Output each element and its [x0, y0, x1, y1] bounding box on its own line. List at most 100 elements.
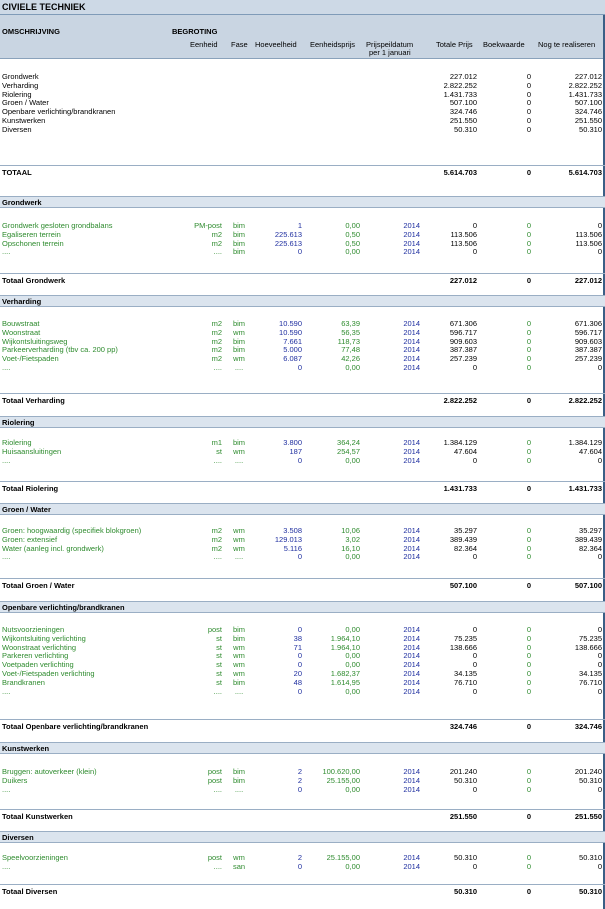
item-eenheidsprijs: 364,24	[337, 438, 360, 447]
item-fase: bim	[232, 767, 246, 776]
item-description: Huisaansluitingen	[2, 446, 62, 456]
item-boekwaarde: 0	[526, 552, 531, 562]
item-totale-prijs: 35.297	[454, 526, 477, 535]
summary-row: Diversen 50.310 0 50.310	[0, 125, 605, 134]
item-boekwaarde: 0	[526, 327, 531, 337]
item-description: Grondwerk gesloten grondbalans	[2, 221, 113, 230]
item-prijspeildatum: 2014	[403, 633, 420, 643]
item-totale-prijs: 0	[472, 651, 477, 661]
sheet-title: CIVIELE TECHNIEK	[0, 0, 605, 15]
section-total-label: Totaal Kunstwerken	[2, 812, 73, 821]
summary-total: 507.100	[449, 98, 477, 108]
table-row: ............ 0 0,00 2014 0 0 0	[0, 456, 605, 465]
item-prijspeildatum: 2014	[403, 686, 420, 696]
item-hoeveelheid: 0	[297, 363, 302, 372]
item-eenheid: ....	[213, 363, 222, 372]
item-eenheid: m2	[211, 336, 222, 346]
item-nog-te-realiseren: 1.384.129	[568, 438, 602, 447]
item-nog-te-realiseren: 0	[597, 221, 602, 230]
header-boekwaarde: Boekwaarde	[483, 40, 525, 49]
section-total-boekwaarde: 0	[526, 276, 531, 285]
item-nog-te-realiseren: 113.506	[575, 238, 602, 248]
item-description: ....	[2, 363, 11, 372]
item-fase: bim	[232, 319, 246, 328]
table-row: Voet-/Fietspaden m2 wm 6.087 42,26 2014 257.23…	[0, 354, 605, 363]
item-description: Woonstraat	[2, 327, 41, 337]
section-total-nog-te-realiseren: 227.012	[574, 276, 602, 285]
item-nog-te-realiseren: 0	[597, 247, 602, 257]
item-fase: bim	[232, 677, 246, 687]
table-row: Egaliseren terrein m2 bim 225.613 0,50 2014 11…	[0, 230, 605, 239]
table-row: Wijkontsluitingsweg m2 bim 7.661 118,73 2014 9…	[0, 337, 605, 346]
section-total-label: Totaal Verharding	[2, 396, 65, 405]
item-eenheidsprijs: 10,06	[341, 526, 360, 535]
item-description: Parkeren verlichting	[2, 651, 69, 661]
section-total-row: Totaal Openbare verlichting/brandkranen 3…	[0, 719, 605, 733]
summary-row: Kunstwerken 251.550 0 251.550	[0, 116, 605, 125]
summary-total: 251.550	[449, 116, 477, 125]
item-prijspeildatum: 2014	[403, 446, 420, 456]
section-total-boekwaarde: 0	[526, 484, 531, 493]
item-eenheid: st	[216, 446, 222, 456]
item-nog-te-realiseren: 0	[597, 660, 602, 670]
item-totale-prijs: 0	[472, 686, 477, 696]
item-totale-prijs: 75.235	[454, 633, 477, 643]
table-row: Parkeren verlichting st wm 0 0,00 2014 0 0 0	[0, 651, 605, 660]
item-totale-prijs: 0	[472, 247, 477, 257]
item-boekwaarde: 0	[526, 669, 531, 678]
table-row: Opschonen terrein m2 bim 225.613 0,50 2014 113…	[0, 239, 605, 248]
summary-nog-te-realiseren: 2.822.252	[568, 80, 602, 90]
item-eenheidsprijs: 0,00	[345, 455, 360, 465]
item-eenheidsprijs: 42,26	[341, 354, 360, 364]
item-description: Egaliseren terrein	[2, 229, 61, 239]
summary-name: Grondwerk	[2, 72, 39, 81]
item-description: Wijkontsluiting verlichting	[2, 633, 86, 643]
item-fase: ....	[234, 455, 244, 465]
item-boekwaarde: 0	[526, 238, 531, 248]
item-hoeveelheid: 48	[293, 677, 302, 687]
item-prijspeildatum: 2014	[403, 543, 420, 553]
item-hoeveelheid: 10.590	[279, 319, 302, 328]
item-nog-te-realiseren: 50.310	[579, 853, 602, 862]
item-nog-te-realiseren: 387.387	[574, 345, 602, 355]
section-total-nog-te-realiseren: 251.550	[574, 812, 602, 821]
summary-row: Groen / Water 507.100 0 507.100	[0, 98, 605, 107]
item-prijspeildatum: 2014	[403, 660, 420, 670]
item-prijspeildatum: 2014	[403, 534, 420, 544]
table-row: ............ 0 0,00 2014 0 0 0	[0, 785, 605, 794]
item-boekwaarde: 0	[526, 221, 531, 230]
item-eenheidsprijs: 1.614,95	[330, 677, 360, 687]
item-totale-prijs: 596.717	[449, 327, 477, 337]
item-hoeveelheid: 0	[297, 784, 302, 794]
item-description: Woonstraat verlichting	[2, 642, 77, 652]
item-eenheid: st	[216, 642, 222, 652]
item-hoeveelheid: 0	[297, 625, 302, 634]
section-total: 50.310	[454, 887, 477, 896]
item-boekwaarde: 0	[526, 784, 531, 794]
section-header: Kunstwerken	[0, 742, 605, 754]
item-fase: wm	[233, 642, 245, 652]
column-header: OMSCHRIJVING BEGROTING Eenheid Fase Hoev…	[0, 15, 605, 59]
item-nog-te-realiseren: 75.235	[579, 633, 602, 643]
item-prijspeildatum: 2014	[403, 642, 420, 652]
item-fase: wm	[233, 543, 245, 553]
item-eenheidsprijs: 100.620,00	[322, 767, 360, 776]
summary-row: Verharding 2.822.252 0 2.822.252	[0, 81, 605, 90]
item-totale-prijs: 34.135	[454, 669, 477, 678]
item-nog-te-realiseren: 0	[597, 686, 602, 696]
table-row: Groen: hoogwaardig (specifiek blokgroen)…	[0, 526, 605, 535]
item-hoeveelheid: 0	[297, 861, 302, 871]
section-header: Diversen	[0, 831, 605, 843]
section-total-row: Totaal Grondwerk 227.012 0 227.012	[0, 273, 605, 287]
item-hoeveelheid: 7.661	[283, 336, 302, 346]
item-boekwaarde: 0	[526, 660, 531, 670]
item-totale-prijs: 76.710	[454, 677, 477, 687]
item-description: Speelvoorzieningen	[2, 853, 68, 862]
item-hoeveelheid: 0	[297, 686, 302, 696]
item-prijspeildatum: 2014	[403, 775, 420, 785]
section-header: Openbare verlichting/brandkranen	[0, 601, 605, 613]
item-boekwaarde: 0	[526, 651, 531, 661]
item-fase: san	[232, 861, 246, 871]
table-row: Wijkontsluiting verlichting st bim 38 1.964,…	[0, 634, 605, 643]
item-fase: bim	[232, 221, 246, 230]
